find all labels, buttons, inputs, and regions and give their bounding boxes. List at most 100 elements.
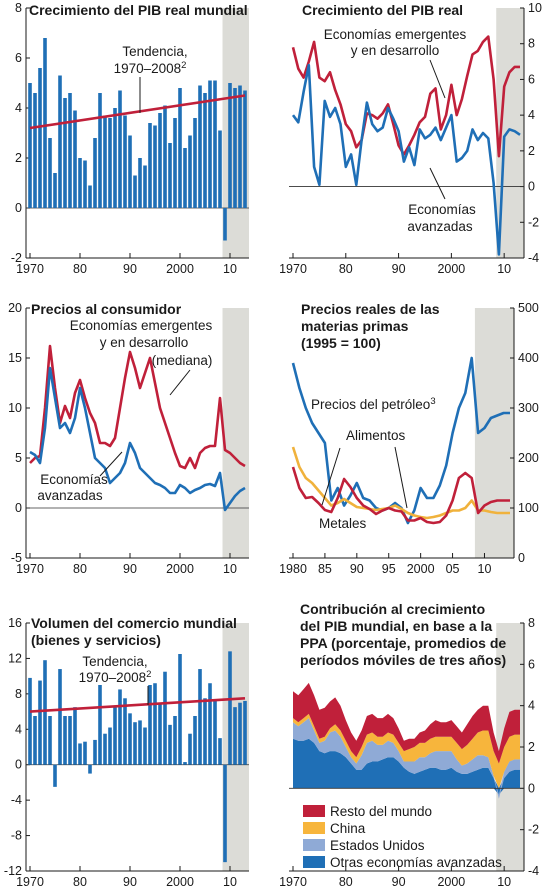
bar — [118, 90, 122, 208]
y-tick-label-text: 20 — [8, 301, 22, 315]
bar — [208, 683, 212, 765]
annotation-label: Metales — [319, 516, 367, 531]
leader-line — [321, 447, 341, 506]
bar — [213, 700, 217, 765]
bar — [158, 702, 162, 765]
annotation-label-text: Economías — [40, 472, 108, 487]
annotation-label: Alimentos — [346, 428, 406, 443]
y-tick-label-text: -4 — [11, 793, 22, 807]
bar — [43, 38, 47, 208]
chart-title-text: períodos móviles de tres años) — [300, 652, 506, 668]
x-tick-label-text: 10 — [223, 262, 237, 276]
y-tick-label: 400 — [518, 351, 539, 365]
bar — [133, 722, 137, 765]
chart-title: (1995 = 100) — [301, 335, 381, 351]
bar — [238, 702, 242, 765]
bar — [78, 158, 82, 208]
y-tick-label-text: 300 — [518, 401, 539, 415]
x-tick-label-text: 10 — [223, 562, 237, 576]
bar — [53, 173, 57, 208]
chart-title-text: Volumen del comercio mundial — [31, 615, 237, 631]
y-tick-label: -12 — [4, 864, 22, 878]
x-tick-label-text: 2000 — [166, 262, 194, 276]
x-tick-label: 90 — [123, 562, 137, 576]
y-tick-label-text: -4 — [528, 864, 539, 878]
bar — [93, 138, 97, 208]
bar — [238, 85, 242, 208]
annotation-label-text: 1970–2008 — [79, 670, 147, 685]
bar — [203, 93, 207, 208]
chart-title-text: PPA (porcentaje, promedios de — [300, 635, 506, 651]
x-tick-label: 85 — [318, 562, 332, 576]
legend-label-text: China — [330, 821, 366, 836]
projection-band — [474, 308, 514, 558]
y-tick-label-text: -12 — [4, 864, 22, 878]
x-tick-label-text: 90 — [392, 875, 406, 889]
y-tick-label-text: -5 — [11, 551, 22, 565]
bar — [228, 83, 232, 208]
annotation-label: y en desarrollo — [100, 335, 189, 350]
bar — [88, 185, 92, 208]
bar — [33, 93, 37, 208]
bar — [193, 118, 197, 208]
bar — [138, 158, 142, 208]
area-china — [293, 713, 520, 789]
bar — [243, 700, 247, 765]
y-tick-label: 4 — [528, 699, 535, 713]
chart-title: (bienes y servicios) — [31, 632, 161, 648]
legend-label: Estados Unidos — [330, 838, 425, 853]
x-tick-label-text: 80 — [339, 875, 353, 889]
bar — [98, 93, 102, 208]
bar — [78, 743, 82, 765]
y-tick-label: 8 — [15, 687, 22, 701]
y-tick-label-text: 4 — [528, 699, 535, 713]
x-tick-label-text: 95 — [382, 562, 396, 576]
x-tick-label-text: 2000 — [437, 875, 465, 889]
y-tick-label-text: 200 — [518, 451, 539, 465]
bar — [28, 677, 32, 765]
annotation-label-text: y en desarrollo — [100, 335, 189, 350]
series-line — [29, 696, 246, 713]
x-tick-label: 90 — [123, 875, 137, 889]
x-tick-label: 90 — [392, 262, 406, 276]
x-tick-label: 1980 — [279, 562, 307, 576]
bar — [88, 764, 92, 774]
annotation-label-text: Tendencia, — [82, 654, 147, 669]
bar — [63, 98, 67, 208]
y-tick-label: -2 — [528, 215, 539, 229]
y-tick-label: -2 — [11, 251, 22, 265]
bar — [198, 669, 202, 765]
annotation-label-text: (mediana) — [152, 353, 213, 368]
area-resto-del-mundo — [293, 682, 520, 764]
annotation-label-sup: 2 — [181, 60, 186, 71]
x-tick-label-text: 05 — [446, 562, 460, 576]
bar — [28, 83, 32, 208]
y-tick-label: 6 — [15, 51, 22, 65]
annotation-label: Tendencia, — [122, 44, 187, 59]
bar — [188, 135, 192, 208]
annotation-label-text: Economías emergentes — [324, 27, 467, 42]
x-tick-label: 1970 — [16, 875, 44, 889]
y-tick-label: -4 — [528, 864, 539, 878]
x-tick-label-text: 1970 — [279, 262, 307, 276]
x-tick-label: 1970 — [279, 875, 307, 889]
y-tick-label: 0 — [518, 551, 525, 565]
y-tick-label-text: 8 — [528, 37, 535, 51]
bar — [38, 68, 42, 208]
legend-swatch — [303, 856, 325, 868]
chart-title: Volumen del comercio mundial — [31, 615, 237, 631]
bar — [148, 123, 152, 208]
x-tick-label-text: 1970 — [16, 562, 44, 576]
y-tick-label: 300 — [518, 401, 539, 415]
series-line — [29, 366, 246, 512]
x-tick-label: 10 — [497, 875, 511, 889]
bar — [108, 727, 112, 765]
leader-line — [429, 167, 446, 200]
annotation-label: 1970–20082 — [114, 60, 187, 77]
y-tick-label: 16 — [8, 616, 22, 630]
y-tick-label-text: 2 — [528, 144, 535, 158]
chart-title: Crecimiento del PIB real mundial — [29, 2, 248, 18]
y-tick-label: 15 — [8, 351, 22, 365]
bar — [128, 135, 132, 208]
